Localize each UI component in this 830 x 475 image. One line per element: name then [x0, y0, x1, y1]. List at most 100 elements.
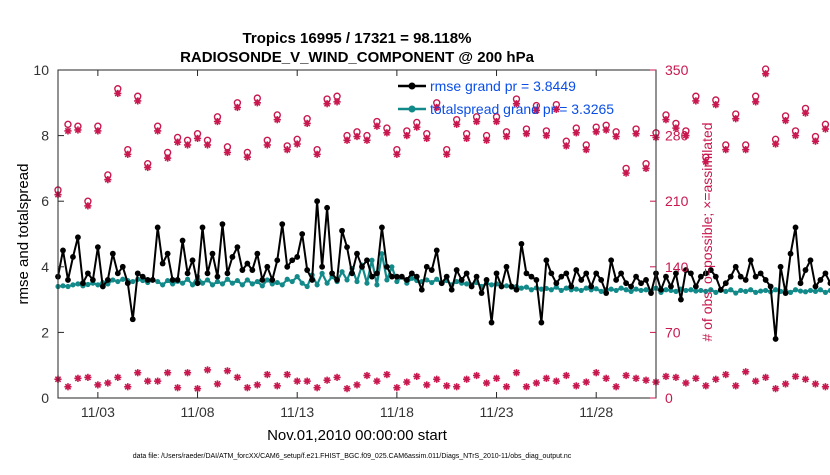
- rmse-series-point: [179, 237, 186, 244]
- spread-series-point: [598, 288, 604, 294]
- obs-assimilated-marker: [772, 140, 780, 148]
- spread-series-point: [812, 288, 819, 294]
- obs-assimilated-marker: [522, 130, 531, 138]
- obs-assimilated-marker: [114, 89, 122, 98]
- spread-series-point: [60, 283, 66, 289]
- obs-low-marker: [463, 375, 471, 383]
- obs-assimilated-marker: [612, 132, 620, 141]
- y-tick-label: 8: [41, 128, 49, 144]
- spread-series-point: [503, 283, 510, 289]
- obs-low-marker: [243, 384, 251, 392]
- rmse-series-point: [513, 286, 520, 293]
- spread-series-point: [528, 287, 535, 293]
- rmse-series-point: [284, 263, 291, 270]
- spread-series-point: [593, 286, 599, 292]
- obs-low-marker: [712, 375, 720, 383]
- spread-series-point: [234, 277, 240, 284]
- rmse-series-point: [732, 263, 739, 270]
- obs-assimilated-marker: [443, 150, 451, 158]
- rmse-series-point: [60, 247, 66, 254]
- rmse-series-point: [349, 270, 355, 277]
- y-tick-label: 2: [41, 324, 49, 340]
- obs-assimilated-marker: [283, 146, 291, 154]
- spread-series-point: [738, 287, 744, 294]
- spread-series-point: [279, 282, 285, 288]
- rmse-series-point: [528, 273, 535, 280]
- rmse-series-point: [508, 283, 515, 290]
- spread-series-point: [613, 287, 619, 294]
- spread-series-point: [797, 288, 804, 294]
- series-layer: [54, 65, 830, 393]
- rmse-series-point: [593, 270, 600, 277]
- obs-assimilated-marker: [602, 126, 610, 134]
- spread-series-point: [743, 288, 749, 294]
- rmse-series-point: [722, 280, 729, 287]
- rmse-series-point: [717, 286, 724, 293]
- obs-low-marker: [473, 371, 481, 380]
- rmse-series-point: [294, 254, 301, 260]
- rmse-series-point: [523, 270, 530, 277]
- spread-series-point: [822, 289, 829, 295]
- spread-series-point: [758, 288, 764, 294]
- rmse-series-point: [89, 277, 96, 283]
- obs-low-marker: [781, 380, 790, 388]
- spread-series-point: [274, 279, 280, 286]
- rmse-series-point: [812, 283, 819, 290]
- spread-series-point: [184, 276, 191, 282]
- obs-assimilated-marker: [811, 137, 820, 145]
- rmse-series-point: [408, 270, 415, 277]
- rmse-series-point: [538, 319, 545, 326]
- spread-series-point: [538, 286, 544, 292]
- rmse-series-point: [139, 273, 146, 280]
- axes-frame: [57, 69, 657, 399]
- obs-assimilated-marker: [821, 125, 830, 133]
- obs-assimilated-marker: [124, 150, 132, 158]
- rmse-series-point: [364, 257, 370, 264]
- rmse-series-point: [692, 283, 699, 290]
- rmse-series-point: [827, 280, 830, 287]
- spread-series-point: [827, 287, 830, 293]
- obs-low-marker: [114, 373, 122, 381]
- rmse-series-point: [354, 250, 360, 257]
- rmse-series-point: [678, 296, 684, 303]
- spread-series-point: [807, 287, 814, 294]
- obs-low-marker: [612, 383, 620, 391]
- obs-low-marker: [124, 383, 132, 391]
- obs-low-marker: [154, 377, 162, 385]
- obs-assimilated-marker: [722, 146, 730, 154]
- x-tick-label: 11/08: [181, 404, 215, 420]
- obs-low-marker: [94, 381, 102, 389]
- obs-low-marker: [811, 380, 820, 388]
- obs-assimilated-marker: [74, 126, 82, 134]
- obs-low-marker: [393, 384, 401, 392]
- rmse-series-point: [388, 273, 395, 280]
- spread-series-point: [464, 281, 470, 287]
- spread-series-point: [189, 282, 196, 288]
- rmse-series-point: [503, 263, 510, 270]
- spread-series-point: [379, 251, 385, 257]
- obs-low-marker: [443, 382, 451, 390]
- spread-series-point: [424, 277, 430, 283]
- spread-series-point: [204, 277, 211, 283]
- x-tick-label: 11/03: [81, 404, 115, 420]
- obs-low-marker: [164, 369, 172, 377]
- legend-spread-label: totalspread grand pr = 3.3265: [430, 101, 614, 117]
- obs-low-marker: [502, 383, 511, 391]
- obs-low-marker: [64, 383, 72, 391]
- rmse-series-point: [453, 267, 460, 273]
- data-file-footer: data file: /Users/raeder/DAI/ATM_forcXX/…: [133, 453, 572, 460]
- obs-assimilated-marker: [662, 116, 670, 124]
- spread-series-point: [638, 287, 644, 294]
- obs-low-marker: [403, 378, 411, 386]
- obs-assimilated-marker: [323, 100, 331, 108]
- obs-assimilated-marker: [752, 98, 760, 106]
- rmse-series-point: [752, 273, 759, 280]
- spread-series-point: [454, 278, 460, 285]
- spread-series-point: [698, 287, 704, 294]
- obs-low-marker: [732, 382, 740, 390]
- obs-assimilated-marker: [463, 134, 471, 143]
- rmse-series-point: [94, 244, 101, 251]
- rmse-series-point: [443, 273, 450, 280]
- obs-assimilated-marker: [203, 141, 212, 149]
